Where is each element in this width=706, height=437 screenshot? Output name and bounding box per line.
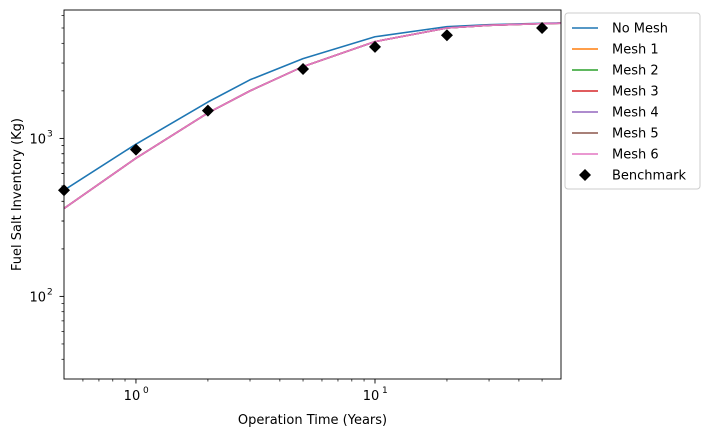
legend-label: Benchmark [612,169,687,184]
x-tick-label-exponent: 1 [382,386,388,396]
legend: No Mesh Mesh 1 Mesh 2 Mesh 3 Mesh 4 Mesh 5 Mes… [564,12,701,190]
x-tick-label: 10 [363,389,380,404]
benchmark-point [129,143,142,156]
legend-swatch [579,169,591,181]
y-axis-label: Fuel Salt Inventory (Kg) [10,118,25,271]
y-tick-label: 10 [29,290,46,305]
benchmark-point [297,63,310,76]
legend-label: No Mesh [612,22,668,37]
legend-label: Mesh 3 [612,85,659,100]
plot-area [58,9,562,380]
legend-label: Mesh 2 [612,64,659,79]
y-tick-label: 10 [29,132,46,147]
benchmark-point [201,104,214,117]
benchmark-point [440,29,453,42]
legend-label: Mesh 1 [612,43,659,58]
legend-label: Mesh 6 [612,148,659,163]
legend-label: Mesh 5 [612,127,659,142]
x-axis-label: Operation Time (Years) [238,413,387,428]
y-tick-label-exponent: 3 [47,129,53,139]
legend-label: Mesh 4 [612,106,659,121]
marker-layer [58,22,549,197]
series-layer [64,22,561,210]
series-line-mesh-6 [64,22,561,210]
benchmark-point [368,40,381,53]
benchmark-point [536,22,549,35]
plot-background [64,10,561,379]
x-tick-label-exponent: 0 [143,386,149,396]
y-tick-label-exponent: 2 [47,287,53,297]
x-tick-label: 10 [124,389,141,404]
legend-box [564,12,701,190]
plot-frame [63,9,562,380]
x-axis: 10 0 10 1 [82,379,543,404]
